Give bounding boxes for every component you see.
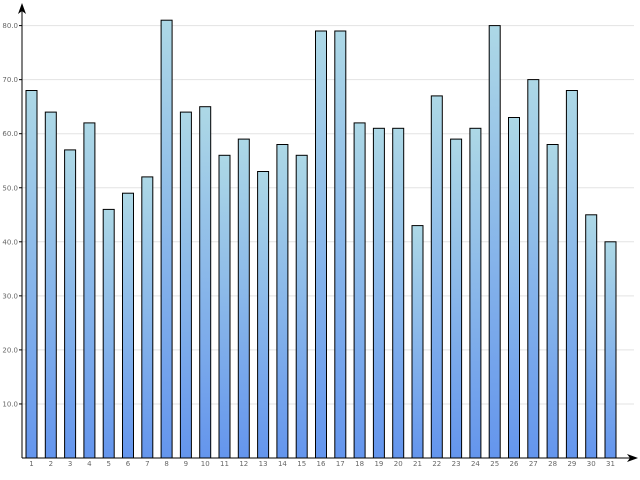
x-tick-label: 12 xyxy=(239,460,248,468)
bar-3 xyxy=(64,149,77,459)
bar-7 xyxy=(141,176,154,459)
bar-12 xyxy=(237,138,250,459)
x-tick-label: 22 xyxy=(432,460,441,468)
bar-19 xyxy=(372,127,385,459)
x-tick-label: 19 xyxy=(374,460,383,468)
x-axis-arrow-icon xyxy=(627,454,638,462)
bars xyxy=(25,19,617,459)
x-tick-label: 4 xyxy=(87,460,92,468)
bar-20 xyxy=(392,127,405,459)
x-tick-label: 11 xyxy=(220,460,229,468)
x-tick-label: 7 xyxy=(145,460,149,468)
x-tick-label: 13 xyxy=(259,460,268,468)
bar-5 xyxy=(102,208,115,459)
bar-14 xyxy=(276,144,289,459)
bar-15 xyxy=(295,154,308,459)
bar-22 xyxy=(430,95,443,459)
x-tick-label: 26 xyxy=(510,460,519,468)
bar-28 xyxy=(546,144,559,459)
x-tick-label: 21 xyxy=(413,460,422,468)
y-tick-label: 10.0 xyxy=(2,400,18,408)
bar-16 xyxy=(315,30,327,459)
x-tick-label: 14 xyxy=(278,460,287,468)
bar-8 xyxy=(160,19,173,459)
bar-6 xyxy=(122,192,134,459)
bar-31 xyxy=(604,241,617,459)
x-tick-label: 28 xyxy=(548,460,557,468)
axes xyxy=(18,3,638,462)
x-tick-label: 17 xyxy=(336,460,345,468)
x-tick-label: 25 xyxy=(490,460,499,468)
y-tick-label: 80.0 xyxy=(2,22,18,30)
x-tick-label: 31 xyxy=(606,460,615,468)
bar-27 xyxy=(527,79,540,459)
bar-25 xyxy=(488,25,501,459)
y-tick-label: 20.0 xyxy=(2,346,18,354)
x-tick-label: 10 xyxy=(201,460,210,468)
bar-2 xyxy=(44,111,57,459)
bar-24 xyxy=(469,127,482,459)
x-tick-label: 30 xyxy=(587,460,596,468)
x-tick-label: 18 xyxy=(355,460,364,468)
bar-1 xyxy=(25,90,38,459)
x-tick-label: 8 xyxy=(164,460,168,468)
bar-30 xyxy=(585,214,598,459)
x-tick-label: 16 xyxy=(317,460,326,468)
bar-23 xyxy=(450,138,463,459)
y-tick-label: 60.0 xyxy=(2,130,18,138)
x-tick-label: 20 xyxy=(394,460,403,468)
x-tick-label: 3 xyxy=(68,460,72,468)
bar-13 xyxy=(257,171,270,459)
x-tick-label: 27 xyxy=(529,460,538,468)
y-tick-labels: 10.0 20.0 30.0 40.0 50.0 60.0 70.0 80.0 xyxy=(2,22,18,408)
x-tick-label: 2 xyxy=(49,460,53,468)
x-tick-label: 5 xyxy=(106,460,110,468)
bar-9 xyxy=(179,111,192,459)
bar-21 xyxy=(411,225,424,459)
x-tick-label: 1 xyxy=(29,460,33,468)
x-tick-label: 29 xyxy=(567,460,576,468)
y-tick-label: 30.0 xyxy=(2,292,18,300)
x-tick-label: 9 xyxy=(184,460,188,468)
y-tick-label: 70.0 xyxy=(2,76,18,84)
x-tick-label: 6 xyxy=(126,460,131,468)
y-tick-label: 50.0 xyxy=(2,184,18,192)
x-tick-label: 23 xyxy=(452,460,461,468)
bar-29 xyxy=(565,90,578,459)
bar-11 xyxy=(218,154,231,459)
y-axis-arrow-icon xyxy=(18,3,26,14)
x-tick-labels: 1 2 3 4 5 6 7 8 9 10 11 12 13 14 15 16 17 18 19 20 21 22 23 24 2… xyxy=(29,460,615,468)
bar-10 xyxy=(199,106,212,459)
bar-17 xyxy=(334,30,347,459)
bar-4 xyxy=(83,122,96,459)
bar-18 xyxy=(353,122,366,459)
x-tick-label: 24 xyxy=(471,460,480,468)
bar-26 xyxy=(508,117,520,459)
y-tick-label: 40.0 xyxy=(2,238,18,246)
x-tick-label: 15 xyxy=(297,460,306,468)
